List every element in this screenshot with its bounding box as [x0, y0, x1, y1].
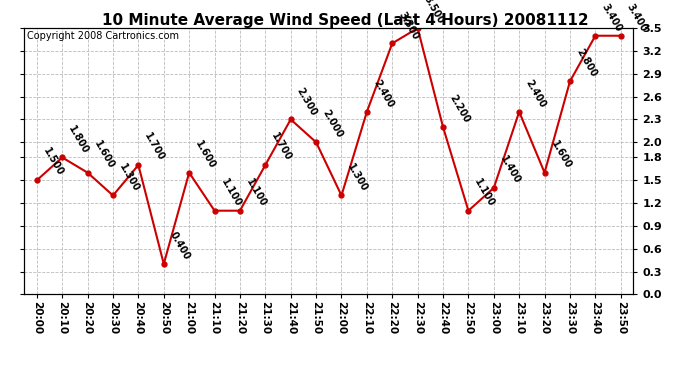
Text: 1.300: 1.300 — [346, 162, 370, 194]
Text: 1.700: 1.700 — [143, 131, 166, 163]
Text: 3.400: 3.400 — [625, 2, 649, 34]
Text: 0.400: 0.400 — [168, 230, 192, 262]
Text: 2.400: 2.400 — [371, 78, 395, 110]
Text: 1.700: 1.700 — [270, 131, 293, 163]
Text: 3.400: 3.400 — [600, 2, 624, 34]
Text: 1.800: 1.800 — [66, 123, 90, 155]
Text: 2.200: 2.200 — [447, 93, 471, 125]
Text: 1.500: 1.500 — [41, 147, 65, 178]
Text: 10 Minute Average Wind Speed (Last 4 Hours) 20081112: 10 Minute Average Wind Speed (Last 4 Hou… — [101, 13, 589, 28]
Text: 2.400: 2.400 — [523, 78, 547, 110]
Text: 1.600: 1.600 — [193, 139, 217, 171]
Text: Copyright 2008 Cartronics.com: Copyright 2008 Cartronics.com — [27, 31, 179, 41]
Text: 1.100: 1.100 — [473, 177, 497, 209]
Text: 1.600: 1.600 — [92, 139, 116, 171]
Text: 3.300: 3.300 — [397, 9, 420, 41]
Text: 2.000: 2.000 — [320, 108, 344, 140]
Text: 1.100: 1.100 — [219, 177, 243, 209]
Text: 2.300: 2.300 — [295, 86, 319, 117]
Text: 1.300: 1.300 — [117, 162, 141, 194]
Text: 3.500: 3.500 — [422, 0, 446, 26]
Text: 1.600: 1.600 — [549, 139, 573, 171]
Text: 1.100: 1.100 — [244, 177, 268, 209]
Text: 2.800: 2.800 — [574, 48, 598, 79]
Text: 1.400: 1.400 — [498, 154, 522, 186]
